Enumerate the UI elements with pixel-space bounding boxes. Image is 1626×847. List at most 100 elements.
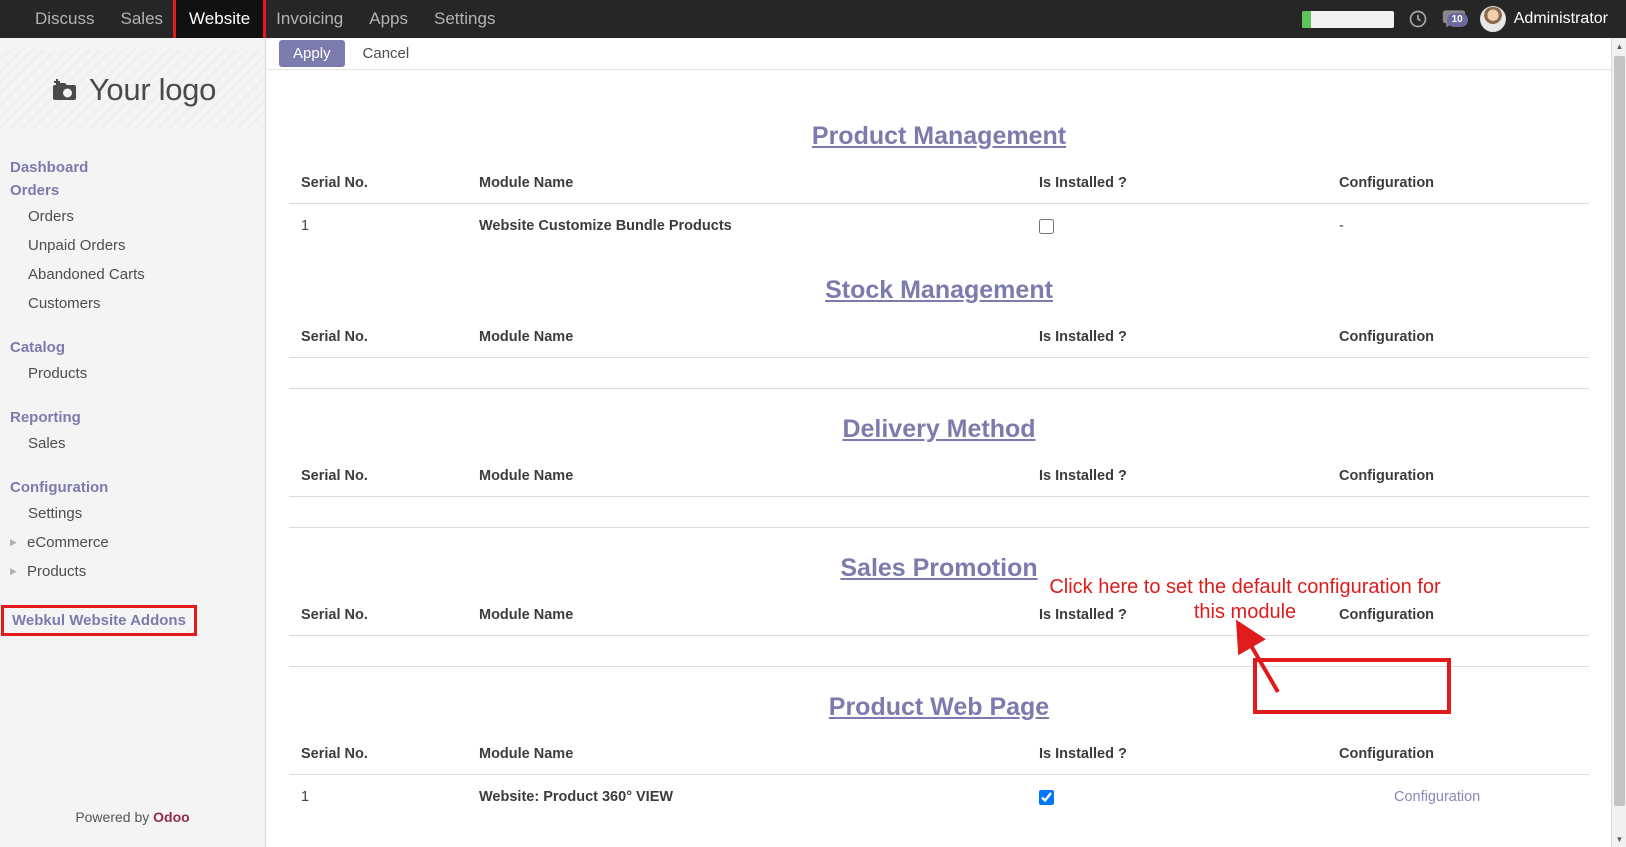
logo-text: Your logo [88, 72, 217, 107]
camera-placeholder-icon [49, 77, 79, 103]
navbar-item-invoicing[interactable]: Invoicing [276, 9, 344, 28]
column-header-module: Module Name [479, 464, 1039, 497]
apply-button[interactable]: Apply [279, 40, 345, 67]
cell-module-name: Website: Product 360° VIEW [479, 789, 674, 805]
scroll-up-icon[interactable]: ▲ [1615, 41, 1624, 51]
module-section: Delivery Method Serial No. Module Name Is I… [289, 415, 1589, 528]
scroll-down-icon[interactable]: ▼ [1615, 834, 1624, 844]
cell-configuration: Configuration [1339, 775, 1589, 822]
company-logo-placeholder[interactable]: Your logo [0, 50, 265, 130]
top-navbar: Discuss Sales Website Invoicing Apps Settings… [0, 0, 1626, 41]
navbar-right-tools: 10 Administrator [1301, 0, 1616, 38]
sidebar-header-orders[interactable]: Orders [10, 182, 60, 199]
section-title: Delivery Method [842, 415, 1036, 443]
sidebar-item-abandoned-carts[interactable]: Abandoned Carts [28, 266, 145, 283]
odoo-brand-label[interactable]: Odoo [153, 809, 190, 825]
vertical-scrollbar[interactable]: ▲ ▼ [1611, 38, 1626, 847]
module-section: Product Management Serial No. Module Name I… [289, 122, 1589, 250]
clock-icon[interactable] [1408, 9, 1428, 29]
powered-by-footer: Powered by Odoo [0, 809, 265, 825]
navbar-item-apps[interactable]: Apps [369, 9, 409, 28]
main-content: Apply Cancel Product Management Serial No… [267, 38, 1611, 847]
module-section: Stock Management Serial No. Module Name Is … [289, 276, 1589, 389]
empty-section-rule [289, 496, 1589, 528]
navbar-item-discuss[interactable]: Discuss [35, 9, 95, 28]
column-header-installed: Is Installed ? [1039, 171, 1339, 204]
sidebar-header-webkul-website-addons[interactable]: Webkul Website Addons [1, 605, 197, 636]
sidebar-item-sales[interactable]: Sales [28, 435, 66, 452]
installed-checkbox[interactable] [1039, 789, 1054, 805]
cell-serial: 1 [301, 789, 310, 805]
column-header-serial: Serial No. [289, 325, 479, 358]
cell-serial: 1 [301, 218, 310, 234]
sidebar-item-products[interactable]: ▶ Products [0, 557, 265, 586]
sidebar-item-label: Products [27, 563, 87, 580]
sidebar-item-customers[interactable]: Customers [28, 295, 101, 312]
column-header-installed: Is Installed ? [1039, 742, 1339, 775]
modules-table: Serial No. Module Name Is Installed ? Confi… [289, 325, 1589, 389]
control-panel: Apply Cancel [267, 38, 1611, 70]
chevron-right-icon[interactable]: ▶ [10, 537, 17, 547]
section-title: Product Management [811, 122, 1067, 150]
section-title: Stock Management [825, 276, 1053, 304]
navbar-menu-list: Discuss Sales Website Invoicing Apps Settings [0, 0, 508, 41]
modules-table: Serial No. Module Name Is Installed ? Confi… [289, 742, 1589, 821]
user-name-label: Administrator [1513, 10, 1608, 27]
cell-installed [1039, 775, 1339, 822]
sidebar-item-label: eCommerce [27, 534, 109, 551]
column-header-configuration: Configuration [1339, 742, 1589, 775]
modules-table: Serial No. Module Name Is Installed ? Confi… [289, 171, 1589, 250]
column-header-configuration: Configuration [1339, 325, 1589, 358]
sidebar-header-catalog[interactable]: Catalog [10, 339, 66, 356]
sidebar-item-settings[interactable]: Settings [28, 505, 83, 522]
sidebar-item-orders[interactable]: Orders [28, 208, 74, 225]
cell-installed [1039, 204, 1339, 251]
modules-sheet: Product Management Serial No. Module Name I… [267, 70, 1611, 847]
navbar-item-sales[interactable]: Sales [120, 9, 164, 28]
column-header-serial: Serial No. [289, 171, 479, 204]
sidebar-header-configuration[interactable]: Configuration [10, 479, 109, 496]
section-title: Sales Promotion [840, 554, 1038, 582]
sidebar: Your logo Dashboard Orders Orders Unpaid Or… [0, 38, 266, 847]
empty-section-rule [289, 357, 1589, 389]
progress-bar-fill [1301, 10, 1311, 28]
cell-configuration: - [1339, 204, 1589, 251]
user-menu[interactable]: Administrator [1479, 6, 1616, 32]
navbar-item-website[interactable]: Website [173, 0, 267, 41]
column-header-module: Module Name [479, 603, 1039, 636]
column-header-serial: Serial No. [289, 603, 479, 636]
progress-bar [1301, 10, 1394, 28]
column-header-configuration: Configuration [1339, 171, 1589, 204]
sidebar-item-ecommerce[interactable]: ▶ eCommerce [0, 528, 265, 557]
messages-icon[interactable]: 10 [1442, 9, 1468, 29]
modules-table: Serial No. Module Name Is Installed ? Confi… [289, 464, 1589, 528]
column-header-serial: Serial No. [289, 742, 479, 775]
cancel-button[interactable]: Cancel [349, 40, 424, 67]
column-header-serial: Serial No. [289, 464, 479, 497]
configuration-link[interactable]: Configuration [1394, 789, 1481, 805]
chevron-right-icon[interactable]: ▶ [10, 566, 17, 576]
table-row: 1 Website: Product 360° VIEW Configuration [289, 775, 1589, 822]
configuration-placeholder: - [1339, 218, 1344, 234]
section-title: Product Web Page [828, 693, 1050, 721]
column-header-installed: Is Installed ? [1039, 464, 1339, 497]
sidebar-item-unpaid-orders[interactable]: Unpaid Orders [28, 237, 126, 254]
modules-table: Serial No. Module Name Is Installed ? Confi… [289, 603, 1589, 667]
sidebar-item-products[interactable]: Products [28, 365, 88, 382]
column-header-configuration: Configuration [1339, 603, 1589, 636]
messages-count-badge: 10 [1446, 13, 1468, 27]
scrollbar-thumb[interactable] [1614, 56, 1625, 806]
cell-module-name: Website Customize Bundle Products [479, 218, 732, 234]
navbar-item-settings[interactable]: Settings [434, 9, 496, 28]
installed-checkbox[interactable] [1039, 218, 1054, 234]
column-header-module: Module Name [479, 742, 1039, 775]
sidebar-header-reporting[interactable]: Reporting [10, 409, 81, 426]
sidebar-header-dashboard[interactable]: Dashboard [10, 159, 89, 176]
column-header-installed: Is Installed ? [1039, 603, 1339, 636]
column-header-module: Module Name [479, 325, 1039, 358]
module-section: Sales Promotion Serial No. Module Name Is I… [289, 554, 1589, 667]
sidebar-menu: Dashboard Orders Orders Unpaid Orders Abando… [0, 156, 265, 636]
avatar [1479, 6, 1506, 32]
table-row: 1 Website Customize Bundle Products - [289, 204, 1589, 251]
